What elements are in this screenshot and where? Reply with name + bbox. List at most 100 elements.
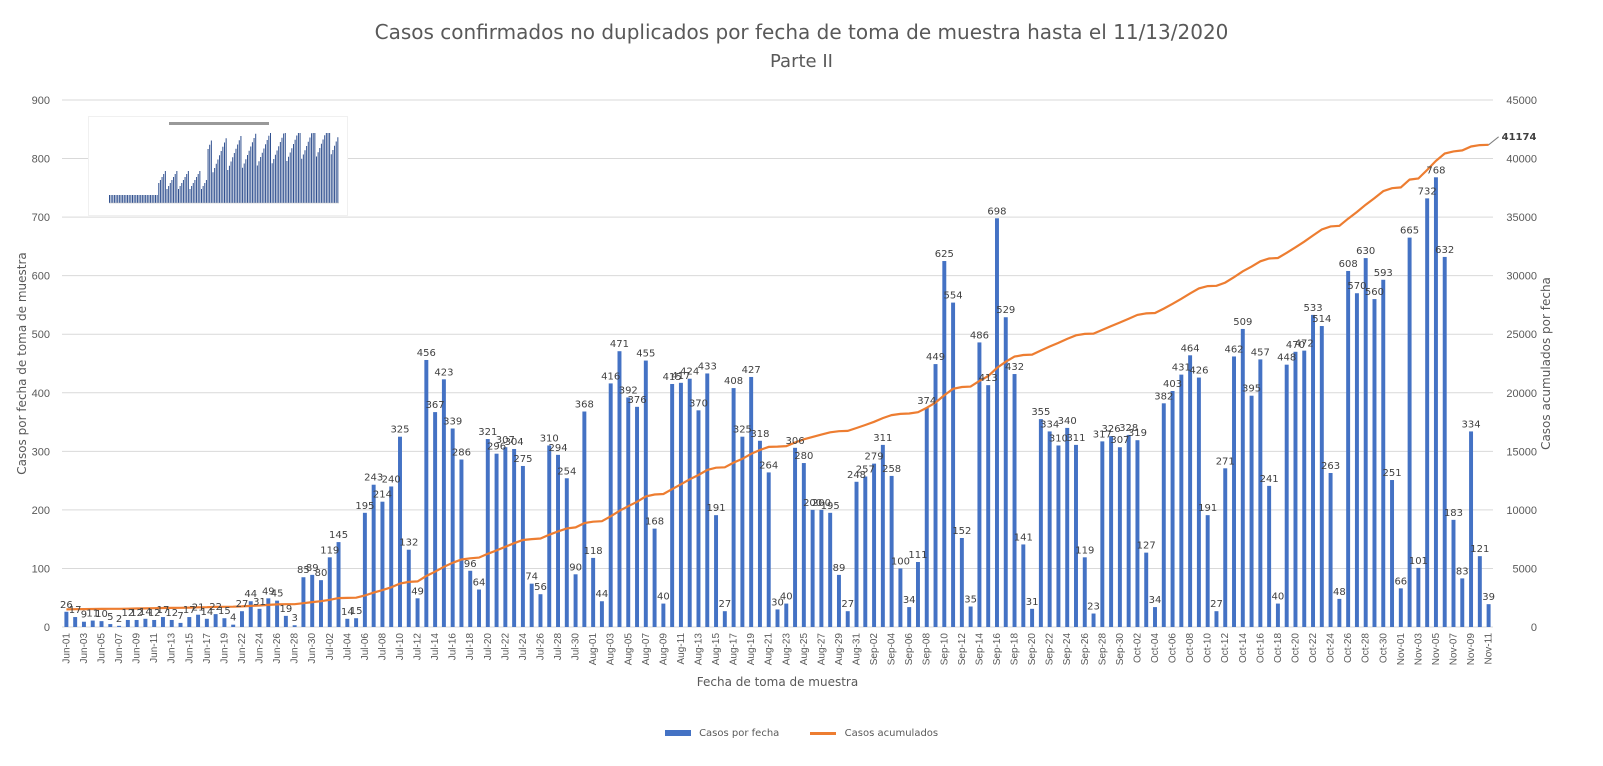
x-tick-label: Jun-17 <box>202 633 213 664</box>
x-tick-label: Jul-24 <box>518 633 529 661</box>
y2-tick-label: 15000 <box>1506 446 1537 458</box>
thumbnail-bar <box>227 170 229 203</box>
bar <box>1003 317 1008 627</box>
bar-data-label: 14 <box>139 607 152 618</box>
thumbnail-bar <box>184 177 186 203</box>
bar <box>880 444 885 627</box>
bar <box>854 481 859 627</box>
bar-data-label: 12 <box>121 608 134 619</box>
bar <box>1284 364 1289 627</box>
thumbnail-bar <box>199 171 201 203</box>
legend-bar-swatch <box>664 730 691 736</box>
bar <box>1030 608 1035 627</box>
x-tick-label: Aug-05 <box>623 633 634 666</box>
bar-data-label: 21 <box>192 603 205 614</box>
bar <box>1425 198 1430 627</box>
bar <box>608 383 613 627</box>
thumbnail-bar <box>260 157 262 203</box>
thumbnail-bar <box>271 163 273 203</box>
thumbnail-bar <box>286 161 288 203</box>
bar-data-label: 509 <box>1233 317 1252 328</box>
x-tick-label: Jul-04 <box>342 633 353 661</box>
bar-data-label: 471 <box>610 339 629 350</box>
bar-data-label: 56 <box>534 582 547 593</box>
bar-data-label: 307 <box>496 435 515 446</box>
y-tick-label: 700 <box>32 212 50 224</box>
thumbnail-bar <box>293 144 294 203</box>
thumbnail-bar <box>182 180 184 203</box>
thumbnail-bar <box>307 141 309 203</box>
legend-bars-label: Casos por fecha <box>699 728 780 739</box>
bar <box>459 459 464 627</box>
thumbnail-bar <box>110 195 112 203</box>
x-tick-label: Oct-20 <box>1291 633 1302 663</box>
thumbnail-bar <box>205 180 207 203</box>
thumbnail-bar <box>266 140 268 203</box>
bar-data-label: 310 <box>1049 433 1068 444</box>
bar-data-label: 74 <box>525 572 538 583</box>
thumbnail-bar <box>187 171 189 203</box>
bar-data-label: 395 <box>1242 384 1261 395</box>
x-tick-label: Oct-30 <box>1378 633 1389 663</box>
bar <box>995 218 999 627</box>
y2-tick-label: 45000 <box>1506 95 1537 107</box>
legend-line-swatch <box>810 731 837 735</box>
thumbnail-bar <box>301 158 303 203</box>
y-tick-label: 300 <box>32 446 50 458</box>
bar <box>810 509 815 627</box>
thumbnail-bar <box>311 133 313 203</box>
thumbnail-bar <box>274 154 276 203</box>
bar <box>389 486 394 627</box>
thumbnail-bar <box>242 167 244 203</box>
bar <box>1047 431 1052 627</box>
thumbnail-bar <box>166 189 168 203</box>
bar-data-label: 85 <box>297 565 310 576</box>
y-tick-label: 100 <box>32 563 50 575</box>
bar-data-label: 433 <box>698 361 717 372</box>
thumbnail-bar <box>159 180 161 203</box>
bar-data-label: 275 <box>513 454 532 465</box>
line-end-label: 41174 <box>1502 132 1537 143</box>
thumbnail-bar <box>279 142 281 203</box>
bar <box>924 408 929 627</box>
x-tick-label: Sep-16 <box>992 633 1003 666</box>
bar <box>1407 237 1412 627</box>
x-tick-label: Oct-06 <box>1168 633 1179 663</box>
thumbnail-bar <box>115 195 117 203</box>
thumbnail-bar <box>133 195 135 203</box>
bar <box>1293 351 1298 627</box>
thumbnail-bar <box>220 151 222 203</box>
bar-data-label: 307 <box>1110 435 1129 446</box>
thumbnail-bar <box>265 144 267 203</box>
x-tick-label: Sep-18 <box>1010 633 1021 666</box>
bar <box>1232 356 1236 627</box>
x-tick-label: Jul-10 <box>395 633 406 661</box>
y2-tick-label: 25000 <box>1506 329 1537 341</box>
bar-data-label: 263 <box>1321 461 1340 472</box>
bar-data-label: 200 <box>803 498 822 509</box>
bar-data-label: 12 <box>148 608 161 619</box>
thumbnail-bar <box>128 195 130 203</box>
bar <box>336 542 341 627</box>
x-tick-label: Jun-11 <box>149 633 160 663</box>
bar <box>1196 377 1201 627</box>
bar <box>1328 472 1333 627</box>
x-tick-label: Jun-22 <box>237 633 248 664</box>
thumbnail-bar <box>141 195 143 203</box>
bar-data-label: 248 <box>847 470 866 481</box>
thumbnail-bar <box>191 186 193 203</box>
bar-data-label: 325 <box>733 425 752 436</box>
thumbnail-bar <box>299 133 301 203</box>
bar <box>520 465 525 627</box>
x-tick-label: Aug-01 <box>588 633 599 666</box>
thumbnail-bar <box>194 180 196 203</box>
bar-data-label: 2 <box>116 614 122 625</box>
bar-data-label: 325 <box>390 425 409 436</box>
thumbnail-bar <box>146 195 148 203</box>
bar-data-label: 48 <box>1333 587 1346 598</box>
bar-data-label: 10 <box>95 609 108 620</box>
bar-data-label: 27 <box>841 599 854 610</box>
bar <box>942 261 947 627</box>
bar <box>731 388 736 627</box>
bar <box>257 608 262 627</box>
